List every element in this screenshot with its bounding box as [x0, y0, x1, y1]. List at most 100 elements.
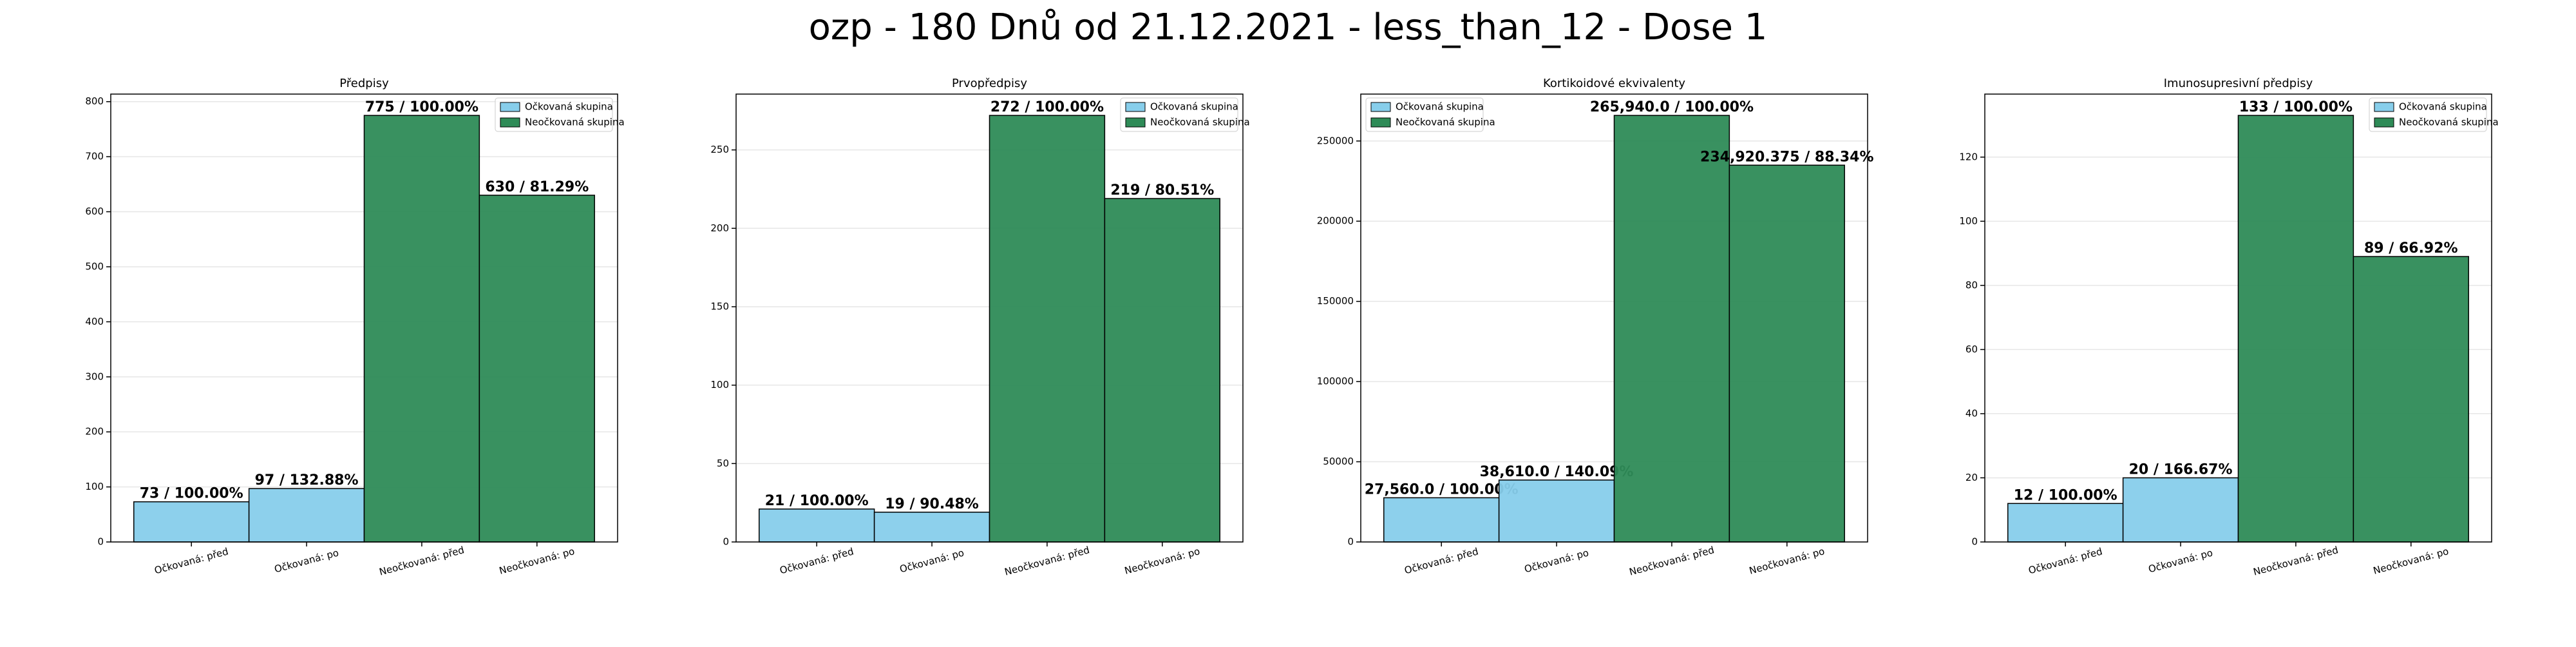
legend: Očkovaná skupina Neočkovaná skupina	[1120, 97, 1250, 132]
bar	[133, 501, 250, 543]
y-tick-label: 40	[1965, 407, 1978, 419]
bar	[1613, 115, 1730, 543]
x-tick-label: Neočkovaná: po	[498, 545, 576, 577]
bar	[248, 488, 365, 543]
value-label: 630 / 81.29%	[485, 179, 589, 195]
y-tick-label: 50000	[1323, 456, 1354, 467]
x-tick-label: Očkovaná: před	[153, 546, 230, 577]
subplot-title: Prvopředpisy	[952, 77, 1027, 90]
value-label: 20 / 166.67%	[2129, 461, 2233, 478]
x-tick-label: Neočkovaná: po	[1748, 545, 1826, 577]
bar	[759, 508, 875, 543]
legend-box	[1120, 97, 1238, 132]
x-tick-label: Neočkovaná: před	[1003, 544, 1091, 578]
subplot-title: Imunosupresivní předpisy	[2164, 77, 2313, 90]
y-tick-label: 600	[85, 206, 104, 217]
legend-swatch	[1370, 117, 1391, 128]
y-tick-label: 80	[1965, 279, 1978, 291]
legend-swatch	[2374, 102, 2394, 112]
bar	[1104, 198, 1220, 543]
value-label: 27,560.0 / 100.00%	[1365, 481, 1519, 497]
bar	[363, 115, 480, 543]
x-tick-label: Očkovaná: před	[779, 546, 855, 577]
bar	[478, 195, 595, 543]
value-label: 97 / 132.88%	[255, 472, 359, 488]
legend-label: Očkovaná skupina	[2399, 101, 2487, 113]
bar	[1728, 164, 1845, 543]
value-label: 272 / 100.00%	[990, 99, 1104, 115]
legend-label: Očkovaná skupina	[1396, 101, 1484, 113]
legend-box	[1365, 97, 1484, 132]
subplot-title: Předpisy	[339, 77, 389, 90]
value-label: 19 / 90.48%	[885, 496, 979, 512]
y-tick-label: 100	[1959, 215, 1978, 227]
bar	[2007, 503, 2124, 543]
value-label: 775 / 100.00%	[365, 99, 478, 115]
legend-label: Neočkovaná skupina	[1150, 117, 1250, 128]
y-tick-label: 150000	[1317, 295, 1354, 307]
x-tick-label: Očkovaná: před	[2027, 546, 2104, 577]
legend-swatch	[2374, 117, 2394, 128]
value-label: 89 / 66.92%	[2364, 240, 2458, 256]
y-tick-label: 200	[85, 426, 104, 438]
y-tick-label: 120	[1959, 151, 1978, 162]
y-tick-label: 0	[97, 536, 104, 548]
bar	[2237, 115, 2354, 543]
legend: Očkovaná skupina Neočkovaná skupina	[495, 97, 625, 132]
y-tick-label: 100000	[1317, 376, 1354, 387]
y-tick-label: 200000	[1317, 215, 1354, 227]
x-tick-label: Neočkovaná: po	[2372, 545, 2450, 577]
legend-swatch	[500, 117, 520, 128]
y-tick-label: 0	[1347, 536, 1354, 548]
y-tick-label: 250	[710, 144, 729, 155]
bar	[2122, 477, 2239, 543]
x-tick-label: Očkovaná: po	[273, 547, 340, 575]
bar	[989, 115, 1106, 543]
legend-label: Neočkovaná skupina	[1396, 117, 1495, 128]
bar	[1383, 497, 1500, 543]
x-tick-label: Očkovaná: po	[2147, 547, 2214, 575]
axes-frame	[735, 93, 1244, 543]
legend-label: Očkovaná skupina	[525, 101, 613, 113]
legend-swatch	[1125, 117, 1146, 128]
bar	[2353, 256, 2469, 543]
y-tick-label: 800	[85, 95, 104, 107]
y-tick-label: 100	[710, 379, 729, 391]
x-tick-label: Očkovaná: po	[898, 547, 965, 575]
legend-swatch	[1370, 102, 1391, 112]
x-tick-label: Očkovaná: po	[1523, 547, 1590, 575]
legend: Očkovaná skupina Neočkovaná skupina	[2369, 97, 2499, 132]
y-tick-label: 60	[1965, 343, 1978, 355]
legend-label: Neočkovaná skupina	[525, 117, 625, 128]
value-label: 133 / 100.00%	[2239, 99, 2353, 115]
subplot-title: Kortikoidové ekvivalenty	[1543, 77, 1685, 90]
legend-label: Neočkovaná skupina	[2399, 117, 2499, 128]
legend: Očkovaná skupina Neočkovaná skupina	[1365, 97, 1495, 132]
y-tick-label: 0	[1971, 536, 1978, 548]
y-tick-label: 700	[85, 151, 104, 162]
bar	[873, 512, 990, 543]
value-label: 234,920.375 / 88.34%	[1700, 149, 1873, 165]
bar	[1498, 479, 1615, 543]
x-tick-label: Očkovaná: před	[1403, 546, 1480, 577]
axes-frame	[1984, 93, 2492, 543]
y-tick-label: 0	[723, 536, 729, 548]
axes-frame	[1360, 93, 1868, 543]
value-label: 12 / 100.00%	[2014, 487, 2117, 503]
y-tick-label: 50	[717, 458, 729, 469]
y-tick-label: 200	[710, 222, 729, 234]
y-tick-label: 100	[85, 481, 104, 492]
legend-box	[495, 97, 613, 132]
x-tick-label: Neočkovaná: po	[1123, 545, 1201, 577]
value-label: 219 / 80.51%	[1110, 182, 1214, 198]
y-tick-label: 250000	[1317, 135, 1354, 146]
legend-swatch	[500, 102, 520, 112]
y-tick-label: 400	[85, 316, 104, 327]
legend-swatch	[1125, 102, 1146, 112]
y-tick-label: 500	[85, 260, 104, 272]
value-label: 73 / 100.00%	[140, 486, 243, 502]
legend-box	[2369, 97, 2487, 132]
value-label: 265,940.0 / 100.00%	[1590, 99, 1754, 115]
x-tick-label: Neočkovaná: před	[2252, 544, 2340, 578]
